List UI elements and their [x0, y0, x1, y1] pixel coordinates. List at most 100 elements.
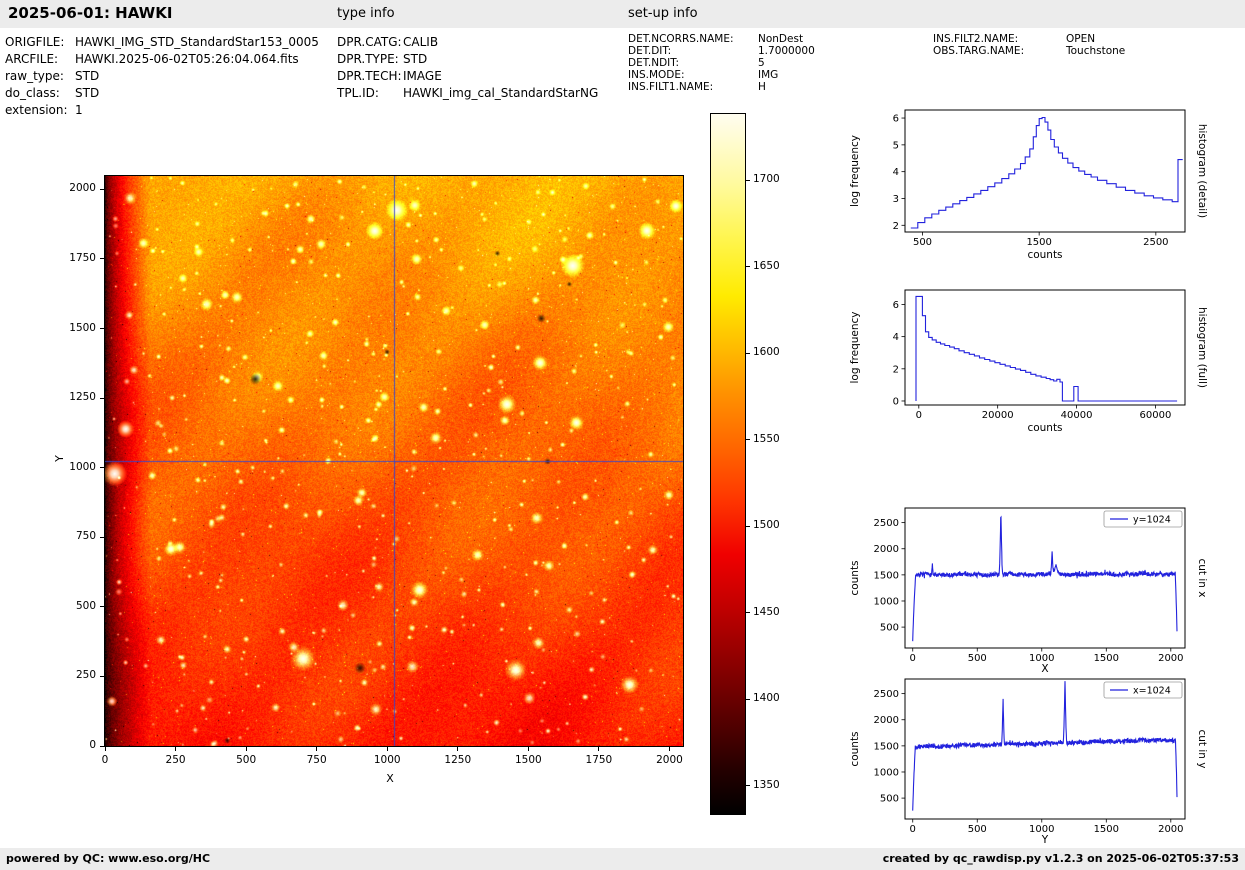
info-label: DPR.TYPE: [337, 52, 399, 66]
x-tick-label: 0 [101, 754, 109, 766]
x-axis-label: Y [1041, 834, 1049, 846]
y-tick-label: 250 [75, 669, 96, 682]
info-value: 5 [758, 57, 765, 69]
y-tick-mark [100, 606, 104, 608]
info-value: 1 [75, 103, 83, 117]
info-label: DET.DIT: [628, 45, 672, 57]
plot-frame [904, 109, 1186, 233]
y-tick-label: 0 [89, 739, 96, 751]
info-row: INS.FILT2.NAME: OPEN [933, 33, 1095, 45]
info-value: IMG [758, 69, 779, 81]
x-tick-mark [386, 747, 388, 751]
y-tick-label: 2000 [874, 544, 899, 555]
x-tick-mark [457, 747, 459, 751]
plot-cut-y: 0 500 1000 1500 2000 500 1000 1500 2000 2500 Ycoun… [849, 678, 1208, 846]
x-axis-label: X [1041, 663, 1048, 675]
x-tick-label: 500 [968, 653, 987, 664]
info-label: raw_type: [5, 69, 64, 83]
y-tick-label: 2000 [69, 182, 96, 195]
y-tick-label: 2 [893, 221, 899, 232]
info-row: ARCFILE: HAWKI.2025-06-02T05:26:04.064.fi… [5, 51, 299, 68]
y-tick-mark [100, 745, 104, 747]
colorbar-tick-label: 1450 [753, 605, 780, 618]
colorbar-tick-mark [746, 352, 750, 354]
x-tick-label: 0 [916, 410, 922, 421]
info-row: DPR.TECH: IMAGE [337, 68, 442, 85]
page-title: 2025-06-01: HAWKI [8, 4, 173, 22]
info-label: DPR.CATG: [337, 35, 402, 49]
footer-right-text: created by qc_rawdisp.py v1.2.3 on 2025-… [882, 852, 1239, 865]
info-value: HAWKI.2025-06-02T05:26:04.064.fits [75, 52, 299, 66]
y-tick-mark [100, 536, 104, 538]
y-tick-label: 3 [893, 194, 899, 205]
data-series-line [912, 515, 1178, 642]
y-tick-label: 2500 [874, 689, 899, 700]
y-tick-label: 1500 [874, 741, 899, 752]
info-value: STD [403, 52, 428, 66]
type-info-section: DPR.CATG: CALIB DPR.TYPE: STD DPR.TECH: IMAGE… [337, 34, 598, 102]
info-label: ORIGFILE: [5, 35, 65, 49]
setup-info-heading: set-up info [628, 6, 698, 21]
y-tick-label: 500 [880, 794, 899, 805]
y-tick-label: 750 [75, 530, 96, 543]
info-row: DET.DIT: 1.7000000 [628, 45, 815, 57]
colorbar-tick-mark [746, 179, 750, 181]
plot-frame [904, 289, 1186, 406]
info-row: extension: 1 [5, 102, 83, 119]
legend-label: x=1024 [1133, 686, 1171, 697]
main-image-canvas [105, 176, 683, 746]
x-tick-label: 250 [165, 754, 186, 766]
x-tick-label: 40000 [1061, 410, 1093, 421]
info-value: NonDest [758, 33, 804, 45]
colorbar-tick-label: 1400 [753, 692, 780, 705]
x-tick-label: 1000 [373, 754, 401, 766]
info-label: extension: [5, 103, 68, 117]
info-label: INS.MODE: [628, 69, 685, 81]
y-axis-label: log frequency [849, 311, 861, 383]
x-tick-mark [668, 747, 670, 751]
colorbar-tick-label: 1700 [753, 173, 780, 186]
y-tick-label: 500 [75, 599, 96, 612]
y-tick-mark [100, 328, 104, 330]
main-image-frame [104, 175, 684, 747]
footer-left-text: powered by QC: www.eso.org/HC [6, 852, 211, 865]
setup-info-col2: INS.FILT2.NAME: OPEN OBS.TARG.NAME: Touchst… [933, 33, 1125, 57]
legend-label: y=1024 [1133, 515, 1171, 526]
colorbar-tick-mark [746, 525, 750, 527]
x-tick-label: 500 [968, 824, 987, 835]
plot-histogram-detail: 500 1500 2500 2 3 4 5 6 counts log frequency histo… [849, 109, 1208, 261]
colorbar-tick-mark [746, 698, 750, 700]
colorbar-tick-label: 1350 [753, 778, 780, 791]
plot-frame [904, 678, 1186, 820]
y-tick-label: 2 [893, 364, 899, 375]
info-label: OBS.TARG.NAME: [933, 45, 1025, 57]
y-tick-label: 6 [893, 114, 899, 125]
y-tick-label: 2500 [874, 518, 899, 529]
info-row: DPR.TYPE: STD [337, 51, 427, 68]
info-row: ORIGFILE: HAWKI_IMG_STD_StandardStar153_0… [5, 34, 319, 51]
y-tick-label: 4 [893, 332, 899, 343]
colorbar-tick-label: 1650 [753, 259, 780, 272]
x-tick-mark [316, 747, 318, 751]
right-axis-label: cut in x [1196, 558, 1208, 597]
main-x-axis-label: X [386, 772, 394, 785]
info-label: do_class: [5, 86, 60, 100]
info-label: TPL.ID: [337, 86, 379, 100]
info-label: INS.FILT1.NAME: [628, 81, 714, 93]
colorbar-tick-label: 1550 [753, 432, 780, 445]
x-tick-mark [245, 747, 247, 751]
info-value: HAWKI_img_cal_StandardStarNG [403, 86, 599, 100]
x-tick-label: 1750 [585, 754, 613, 766]
info-value: H [758, 81, 766, 93]
right-axis-label: histogram (full) [1196, 307, 1208, 388]
colorbar-tick-mark [746, 439, 750, 441]
colorbar [710, 113, 746, 815]
x-tick-label: 1500 [1094, 653, 1119, 664]
x-tick-label: 1500 [514, 754, 542, 766]
plot-histogram-full: 0 20000 40000 60000 0 2 4 6 counts log frequency h… [849, 289, 1208, 434]
x-tick-label: 0 [910, 824, 916, 835]
footer-bar: powered by QC: www.eso.org/HC created by… [0, 848, 1245, 870]
y-axis-label: log frequency [849, 135, 861, 207]
plot-cut-x: 0 500 1000 1500 2000 500 1000 1500 2000 2500 Xcoun… [849, 507, 1208, 675]
